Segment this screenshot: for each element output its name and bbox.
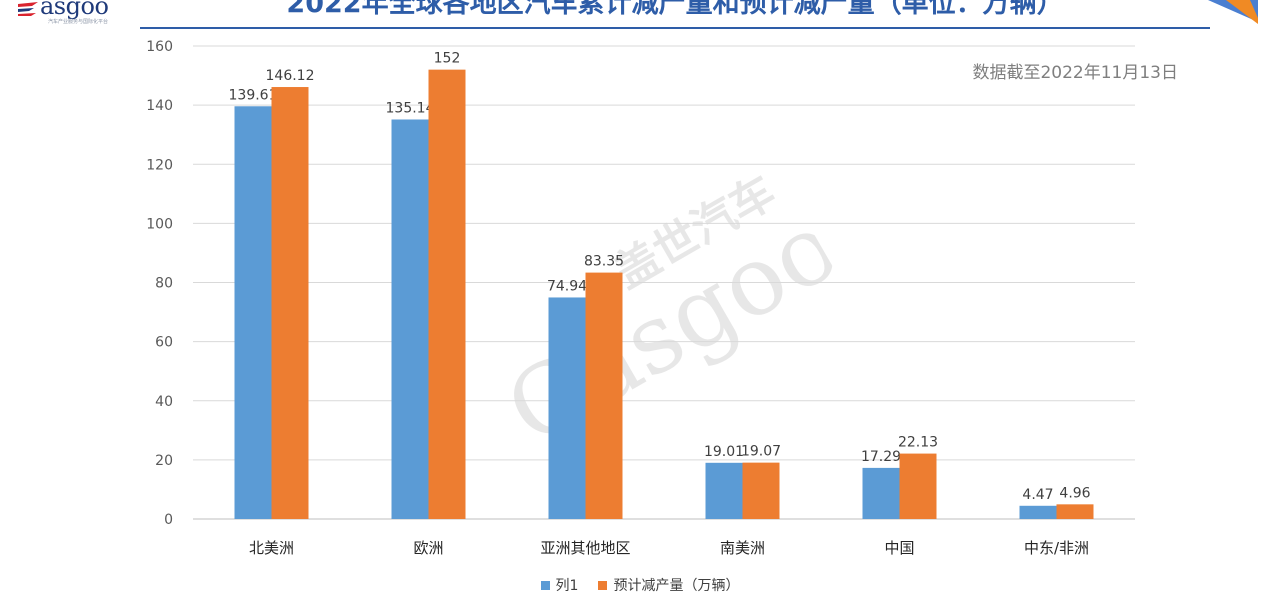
- bar-value-label: 74.94: [547, 278, 587, 294]
- legend-swatch: [540, 581, 550, 590]
- bar-series-1: [705, 462, 743, 519]
- bar-value-label: 4.47: [1022, 487, 1053, 503]
- bar-series-1: [862, 467, 900, 519]
- logo-text: asgoo: [40, 0, 109, 20]
- y-tick-label: 40: [155, 394, 173, 410]
- bar-series-1: [1019, 505, 1057, 519]
- y-tick-label: 140: [146, 98, 173, 114]
- y-tick-label: 120: [146, 157, 173, 173]
- logo-tagline: 汽车产业服务与国际化平台: [48, 19, 109, 25]
- corner-decoration-icon: [1208, 0, 1258, 24]
- title-underline: [140, 27, 1210, 29]
- y-tick-label: 60: [155, 335, 173, 351]
- bar-value-label: 17.29: [861, 449, 901, 465]
- bar-value-label: 152: [434, 51, 461, 67]
- legend-label: 列1: [555, 578, 579, 594]
- legend-item: 列1: [540, 575, 579, 595]
- legend-label: 预计减产量（万辆）: [613, 578, 740, 594]
- legend-swatch: [598, 581, 608, 590]
- gasgoo-logo: asgoo 汽车产业服务与国际化平台: [18, 0, 138, 28]
- x-category-label: 亚洲其他地区: [540, 539, 630, 557]
- y-tick-label: 20: [155, 453, 173, 469]
- legend-item: 预计减产量（万辆）: [598, 575, 739, 595]
- bar-series-2: [742, 462, 780, 519]
- bar-series-1: [391, 119, 429, 520]
- bar-value-label: 19.01: [704, 444, 744, 460]
- bar-value-label: 4.96: [1059, 485, 1090, 501]
- bar-value-label: 22.13: [898, 435, 938, 451]
- x-category-label: 中东/非洲: [1024, 539, 1089, 557]
- bar-series-2: [899, 453, 937, 519]
- bar-value-label: 83.35: [584, 254, 624, 270]
- bar-value-label: 146.12: [266, 68, 315, 84]
- bar-series-2: [271, 87, 309, 520]
- x-category-label: 北美洲: [249, 539, 294, 557]
- chart-title: 2022年全球各地区汽车累计减产量和预计减产量（单位：万辆）: [286, 0, 1064, 19]
- x-category-label: 欧洲: [413, 539, 443, 557]
- y-tick-label: 0: [164, 512, 173, 528]
- bar-series-2: [1056, 504, 1094, 519]
- chart-legend: 列1 预计减产量（万辆）: [0, 575, 1280, 595]
- x-category-label: 南美洲: [720, 539, 765, 557]
- bar-series-1: [234, 106, 272, 519]
- bar-value-label: 139.61: [229, 87, 278, 103]
- bar-series-2: [585, 272, 623, 519]
- y-tick-label: 160: [146, 39, 173, 55]
- bar-value-label: 19.07: [741, 444, 781, 460]
- data-date-note: 数据截至2022年11月13日: [972, 63, 1178, 83]
- bar-value-label: 135.14: [386, 100, 435, 116]
- bar-series-2: [428, 69, 466, 520]
- x-category-label: 中国: [884, 539, 914, 557]
- y-tick-label: 80: [155, 276, 173, 292]
- logo-mark-icon: [18, 2, 38, 16]
- bar-series-1: [548, 297, 586, 519]
- y-tick-label: 100: [146, 216, 173, 232]
